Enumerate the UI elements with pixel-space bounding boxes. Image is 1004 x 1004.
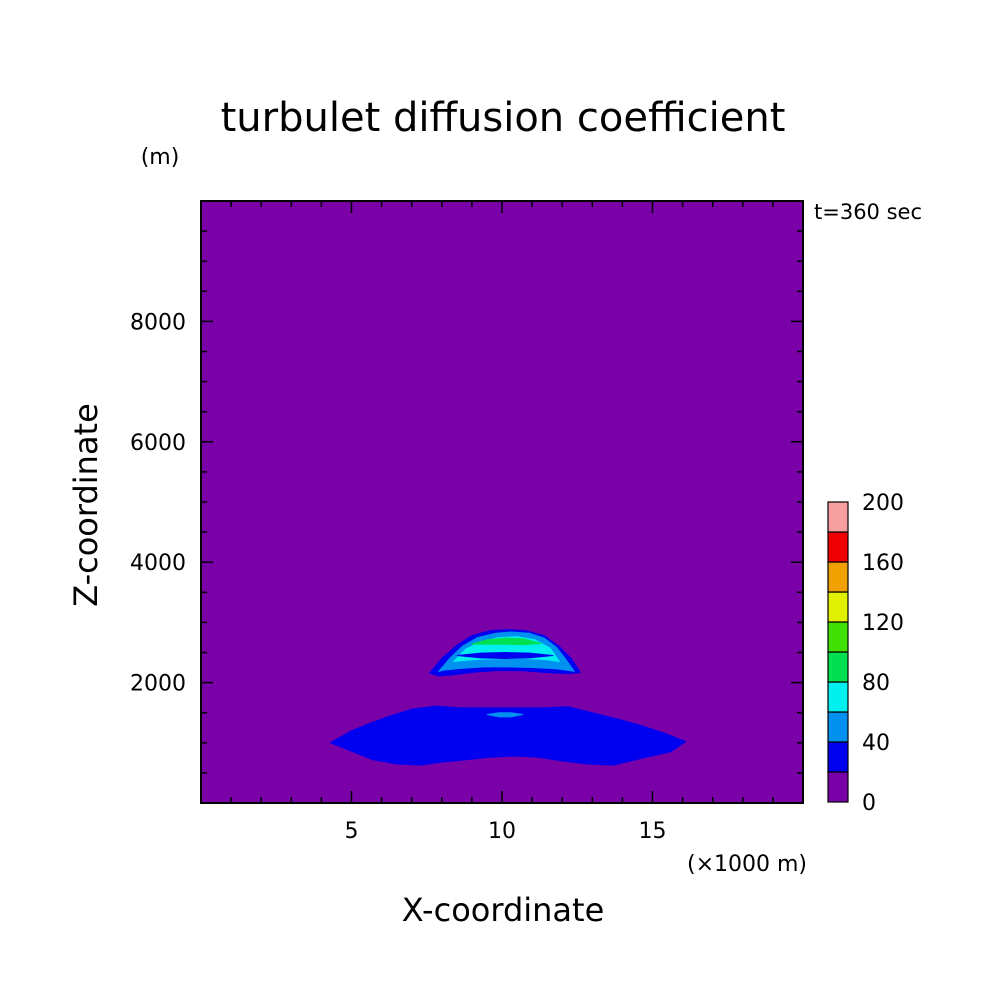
colorbar-swatch-60 (827, 681, 849, 713)
colorbar-swatch-180 (827, 501, 849, 533)
colorbar-swatch-40 (827, 711, 849, 743)
contour-region-0 (329, 705, 687, 766)
contour-region-5 (471, 637, 542, 646)
plot-frame (200, 200, 804, 804)
colorbar-swatch-20 (827, 741, 849, 773)
y-tick-label-4000: 4000 (130, 551, 186, 576)
x-axis-label: X-coordinate (402, 891, 605, 929)
colorbar-label-80: 80 (862, 671, 890, 696)
x-tick-label-5: 5 (345, 819, 359, 844)
x-unit-label: (×1000 m) (687, 852, 807, 877)
colorbar-swatch-120 (827, 591, 849, 623)
colorbar-swatch-100 (827, 621, 849, 653)
time-label: t=360 sec (814, 200, 922, 224)
x-tick-labels: 5 10 15 (345, 819, 667, 844)
colorbar-swatch-160 (827, 531, 849, 563)
y-unit-label: (m) (141, 145, 180, 170)
x-tick-label-15: 15 (639, 819, 667, 844)
y-tick-label-6000: 6000 (130, 431, 186, 456)
contour-region-1 (486, 712, 524, 718)
plot-background (201, 201, 803, 803)
colorbar (827, 501, 849, 803)
colorbar-labels: 0 40 80 120 160 200 (862, 491, 904, 816)
y-tick-labels: 2000 4000 6000 8000 (130, 310, 186, 696)
colorbar-label-200: 200 (862, 491, 904, 516)
colorbar-label-0: 0 (862, 791, 876, 816)
x-tick-label-10: 10 (488, 819, 516, 844)
colorbar-swatch-0 (827, 771, 849, 803)
colorbar-label-40: 40 (862, 731, 890, 756)
colorbar-label-120: 120 (862, 611, 904, 636)
colorbar-swatch-140 (827, 561, 849, 593)
contour-plot (329, 629, 687, 766)
chart-title: turbulet diffusion coefficient (221, 95, 786, 141)
y-tick-label-2000: 2000 (130, 672, 186, 697)
colorbar-label-160: 160 (862, 551, 904, 576)
contour-region-6 (456, 651, 554, 660)
y-axis-label: Z-coordinate (67, 403, 105, 607)
colorbar-swatch-80 (827, 651, 849, 683)
y-tick-label-8000: 8000 (130, 310, 186, 335)
